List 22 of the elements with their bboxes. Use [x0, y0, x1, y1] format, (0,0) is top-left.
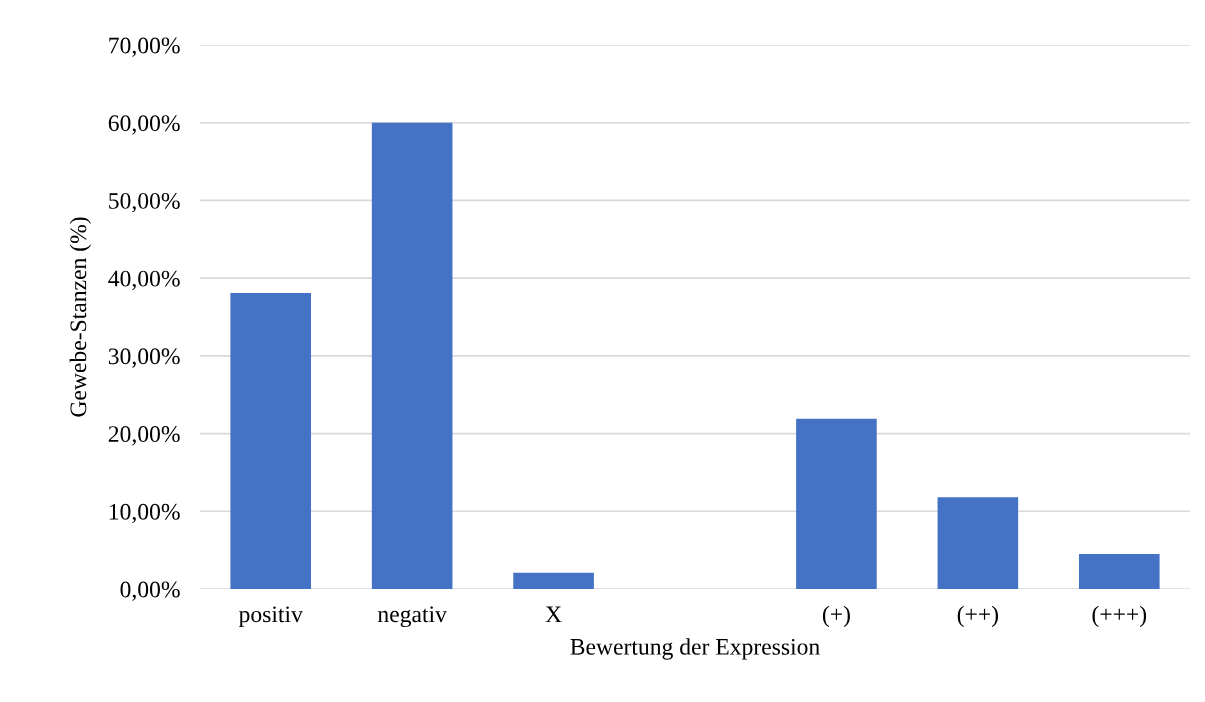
- x-tick-label: positiv: [238, 606, 303, 628]
- y-tick-label: 40,00%: [108, 270, 180, 290]
- bar: [1078, 554, 1160, 589]
- bar: [230, 292, 312, 589]
- y-tick-label: 70,00%: [109, 37, 180, 57]
- y-tick-label: 30,00%: [108, 348, 180, 368]
- bar: [796, 418, 877, 589]
- bar: [513, 572, 594, 589]
- x-tick-label: (++): [957, 605, 998, 628]
- y-tick-label: 60,00%: [108, 115, 180, 135]
- x-tick-label: negativ: [377, 606, 447, 628]
- bar: [371, 122, 453, 589]
- y-tick-label: 50,00%: [109, 192, 180, 213]
- bar: [937, 497, 1019, 589]
- y-tick-label: 20,00%: [108, 426, 180, 446]
- y-tick-label: 0,00%: [120, 581, 180, 601]
- y-axis-title: Gewebe-Stanzen (%): [69, 217, 92, 417]
- x-tick-label: (+): [822, 605, 850, 628]
- x-axis-title: Bewertung der Expression: [570, 638, 820, 660]
- x-tick-label: (+++): [1092, 605, 1147, 628]
- y-tick-label: 10,00%: [109, 503, 180, 524]
- x-tick-label: X: [545, 606, 562, 623]
